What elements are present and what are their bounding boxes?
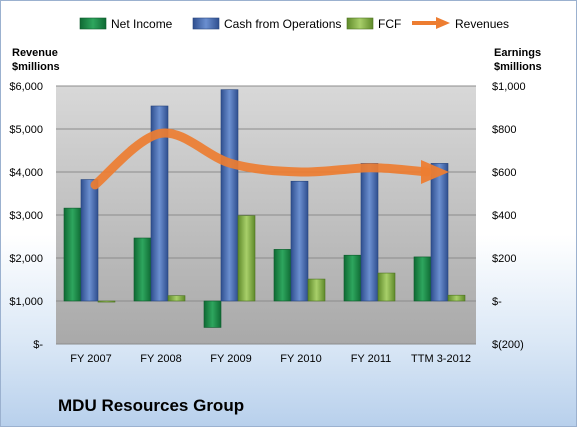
legend-label-revenues: Revenues bbox=[455, 17, 509, 31]
left-tick-label: $2,000 bbox=[9, 253, 43, 265]
left-tick-label: $4,000 bbox=[9, 167, 43, 179]
revenues-arrowhead bbox=[421, 160, 449, 184]
left-tick-label: $5,000 bbox=[9, 124, 43, 136]
left-tick-label: $6,000 bbox=[9, 81, 43, 93]
category-label: FY 2010 bbox=[280, 353, 321, 365]
net-income-bar bbox=[343, 254, 362, 302]
cfo-bar bbox=[290, 180, 309, 302]
category-label: TTM 3-2012 bbox=[411, 353, 471, 365]
fcf-bar bbox=[97, 300, 116, 303]
legend: Net Income Cash from Operations FCF Reve… bbox=[79, 17, 509, 31]
right-tick-label: $1,000 bbox=[492, 81, 526, 93]
cfo-bar bbox=[220, 89, 239, 302]
right-axis-ticks: $(200) $- $200 $400 $600 $800 $1,000 bbox=[492, 81, 526, 351]
company-name: MDU Resources Group bbox=[58, 396, 245, 415]
legend-swatch-fcf bbox=[346, 17, 374, 30]
right-axis-title-line2: $millions bbox=[494, 61, 542, 73]
left-axis-title-line2: $millions bbox=[12, 61, 60, 73]
net-income-bar bbox=[203, 300, 222, 328]
revenues-line bbox=[90, 128, 432, 190]
right-tick-label: $800 bbox=[492, 124, 516, 136]
right-tick-label: $200 bbox=[492, 253, 516, 265]
right-tick-label: $(200) bbox=[492, 339, 524, 351]
right-tick-label: $600 bbox=[492, 167, 516, 179]
fcf-bar bbox=[237, 215, 256, 302]
legend-swatch-cfo bbox=[192, 17, 220, 30]
legend-label-net-income: Net Income bbox=[111, 17, 173, 31]
legend-swatch-net-income bbox=[79, 17, 107, 30]
net-income-bar bbox=[273, 249, 292, 302]
left-tick-label: $- bbox=[33, 339, 43, 351]
category-labels: FY 2007 FY 2008 FY 2009 FY 2010 FY 2011 TTM 3… bbox=[70, 353, 471, 365]
right-tick-label: $- bbox=[492, 296, 502, 308]
legend-label-fcf: FCF bbox=[378, 17, 401, 31]
net-income-bar bbox=[133, 237, 152, 302]
cfo-bar bbox=[430, 163, 449, 302]
net-income-bar bbox=[63, 207, 82, 302]
cfo-bar bbox=[80, 179, 99, 302]
legend-arrow-revenues bbox=[436, 17, 450, 29]
net-income-bar bbox=[413, 256, 432, 302]
legend-label-cfo: Cash from Operations bbox=[224, 17, 341, 31]
fcf-bar bbox=[377, 272, 396, 302]
category-label: FY 2008 bbox=[140, 353, 181, 365]
left-tick-label: $3,000 bbox=[9, 210, 43, 222]
category-label: FY 2011 bbox=[351, 353, 392, 365]
left-tick-label: $1,000 bbox=[9, 296, 43, 308]
category-label: FY 2009 bbox=[210, 353, 251, 365]
left-axis-ticks: $- $1,000 $2,000 $3,000 $4,000 $5,000 $6,000 bbox=[9, 81, 43, 351]
fcf-bar bbox=[307, 278, 326, 302]
category-label: FY 2007 bbox=[70, 353, 111, 365]
fcf-bar bbox=[167, 295, 186, 302]
cfo-bar bbox=[360, 163, 379, 302]
bars bbox=[63, 89, 466, 328]
cfo-bar bbox=[150, 105, 169, 302]
left-axis-title-line1: Revenue bbox=[12, 47, 58, 59]
fcf-bar bbox=[447, 294, 466, 302]
right-axis-title-line1: Earnings bbox=[494, 47, 541, 59]
right-tick-label: $400 bbox=[492, 210, 516, 222]
